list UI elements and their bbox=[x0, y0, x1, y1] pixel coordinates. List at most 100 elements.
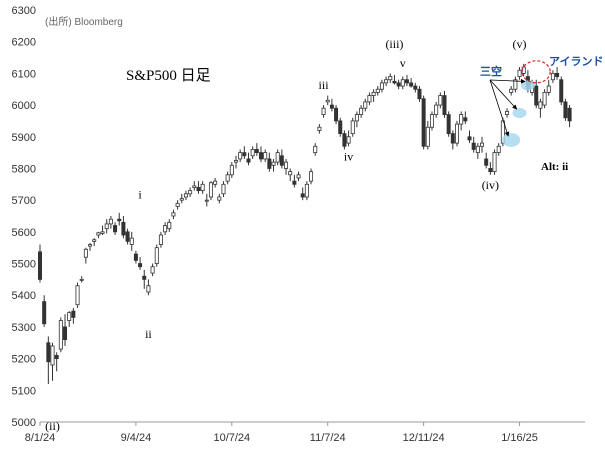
candle-body bbox=[538, 101, 543, 109]
candle-body bbox=[309, 171, 314, 182]
candle bbox=[492, 149, 497, 175]
candle bbox=[58, 317, 63, 353]
candle bbox=[46, 336, 51, 384]
candle-body bbox=[505, 111, 510, 115]
wave-label: (ii) bbox=[45, 419, 60, 433]
candle bbox=[400, 76, 405, 90]
candle bbox=[142, 269, 147, 289]
candle bbox=[108, 216, 113, 229]
candle-body bbox=[496, 145, 501, 154]
candle bbox=[104, 219, 109, 234]
candle bbox=[425, 120, 430, 150]
candle-body bbox=[388, 76, 393, 81]
candle-body bbox=[279, 155, 284, 166]
candle-body bbox=[321, 107, 326, 115]
candle bbox=[534, 79, 539, 109]
candle-body bbox=[275, 152, 280, 163]
candle-body bbox=[555, 72, 560, 77]
candle-body bbox=[354, 114, 359, 122]
gap-arrow bbox=[489, 78, 526, 84]
candle-body bbox=[379, 82, 384, 90]
candle bbox=[63, 314, 68, 346]
candle bbox=[292, 174, 297, 188]
candle-body bbox=[92, 239, 97, 242]
candle-body bbox=[63, 326, 68, 340]
candle bbox=[238, 149, 243, 163]
candle bbox=[100, 225, 105, 236]
candle-body bbox=[454, 123, 459, 144]
candle bbox=[309, 168, 314, 185]
candle bbox=[113, 222, 118, 236]
y-tick-label: 6000 bbox=[12, 100, 36, 112]
y-tick-label: 5200 bbox=[12, 354, 36, 366]
y-tick-label: 5900 bbox=[12, 132, 36, 144]
candle-body bbox=[100, 231, 105, 234]
candle bbox=[550, 70, 555, 83]
candle-body bbox=[475, 145, 480, 154]
candle bbox=[546, 79, 551, 96]
candle bbox=[279, 149, 284, 169]
wave-label: v bbox=[400, 56, 406, 70]
candle-body bbox=[542, 92, 547, 106]
candle-body bbox=[438, 95, 443, 106]
candle-body bbox=[421, 98, 426, 147]
candle bbox=[175, 200, 180, 210]
y-tick-label: 5400 bbox=[12, 290, 36, 302]
chart-title: S&P500 日足 bbox=[126, 67, 211, 84]
source-label: (出所) Bloomberg bbox=[45, 15, 123, 28]
candle-body bbox=[513, 79, 518, 90]
candle bbox=[304, 181, 309, 201]
candle bbox=[167, 219, 172, 232]
annotation-arrows bbox=[489, 78, 526, 137]
candle bbox=[375, 86, 380, 96]
candle bbox=[67, 311, 72, 327]
candle-body bbox=[463, 117, 468, 122]
candle-body bbox=[38, 251, 43, 280]
candle bbox=[38, 244, 43, 283]
candle bbox=[146, 279, 151, 296]
island-marker bbox=[521, 60, 551, 84]
candle bbox=[384, 76, 389, 87]
candle-body bbox=[392, 80, 397, 84]
candle bbox=[350, 117, 355, 137]
wave-label: (iv) bbox=[482, 178, 499, 192]
x-tick-label: 9/4/24 bbox=[121, 432, 152, 444]
candle-body bbox=[192, 185, 197, 188]
candle bbox=[409, 78, 414, 88]
y-tick-label: 6100 bbox=[12, 68, 36, 80]
candle-body bbox=[229, 164, 234, 176]
candle bbox=[354, 111, 359, 128]
candle-body bbox=[442, 95, 447, 115]
candle bbox=[450, 130, 455, 150]
candle bbox=[334, 105, 339, 125]
candle bbox=[429, 111, 434, 131]
candle bbox=[179, 193, 184, 204]
candle-body bbox=[113, 225, 118, 233]
candle bbox=[271, 158, 276, 172]
candle-body bbox=[317, 126, 322, 131]
alt-wave-label: Alt: ii bbox=[541, 161, 568, 173]
candle-body bbox=[559, 79, 564, 103]
candle-body bbox=[133, 253, 138, 261]
candle bbox=[404, 74, 409, 87]
candle-body bbox=[175, 202, 180, 207]
candle-body bbox=[196, 187, 201, 192]
gap-marker bbox=[502, 132, 521, 147]
candle-body bbox=[342, 133, 347, 147]
candle bbox=[158, 231, 163, 248]
candle bbox=[505, 108, 510, 118]
candle bbox=[454, 120, 459, 147]
candle-body bbox=[221, 183, 226, 195]
candle-body bbox=[509, 88, 514, 93]
candle bbox=[392, 74, 397, 85]
wave-label: i bbox=[138, 188, 142, 202]
y-tick-label: 5300 bbox=[12, 322, 36, 334]
candle bbox=[296, 171, 301, 182]
candle-body bbox=[121, 221, 126, 236]
candle-body bbox=[163, 225, 168, 233]
candle bbox=[125, 228, 130, 245]
candle-body bbox=[96, 232, 101, 236]
candle bbox=[250, 146, 255, 159]
candle bbox=[567, 105, 572, 128]
